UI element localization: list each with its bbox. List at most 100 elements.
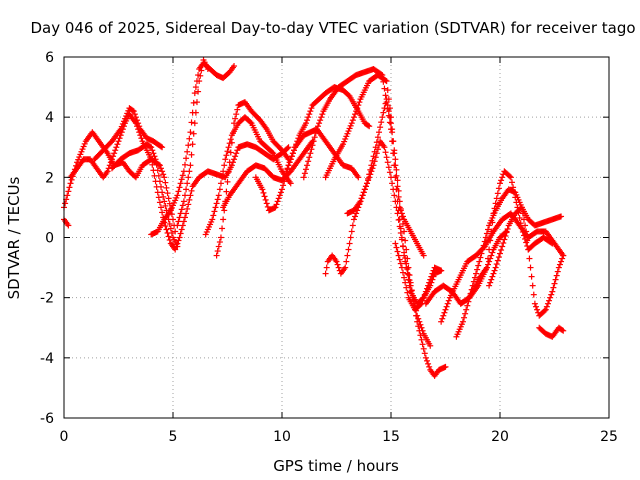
data-point	[382, 77, 389, 84]
data-point	[285, 162, 292, 169]
data-point	[385, 108, 392, 115]
data-point	[263, 200, 270, 207]
data-point	[215, 192, 222, 199]
data-point	[418, 336, 425, 343]
data-point	[384, 87, 391, 94]
data-point	[228, 139, 235, 146]
data-point	[385, 164, 392, 171]
data-point	[183, 210, 190, 217]
data-point	[349, 222, 356, 229]
data-point	[399, 243, 406, 250]
data-point	[494, 190, 501, 197]
data-point	[184, 205, 191, 212]
data-point	[353, 108, 360, 115]
data-point	[306, 111, 313, 118]
data-point	[310, 138, 317, 145]
data-point	[213, 200, 220, 207]
data-point	[210, 212, 217, 219]
data-point	[487, 237, 494, 244]
data-point	[342, 264, 349, 271]
data-point	[176, 184, 183, 191]
data-point	[220, 216, 227, 223]
data-point	[346, 125, 353, 132]
data-point	[428, 273, 435, 280]
data-point	[166, 200, 173, 207]
data-point	[274, 198, 281, 205]
data-point	[283, 168, 290, 175]
data-point	[269, 149, 276, 156]
data-point	[305, 114, 312, 121]
data-point	[106, 162, 113, 169]
data-point	[187, 162, 194, 169]
data-point	[158, 204, 165, 211]
data-point	[366, 123, 373, 130]
data-point	[376, 129, 383, 136]
data-point	[185, 142, 192, 149]
data-point	[163, 226, 170, 233]
data-point	[492, 200, 499, 207]
data-point	[383, 78, 390, 85]
data-point	[426, 363, 433, 370]
data-point	[136, 123, 143, 130]
data-point	[197, 72, 204, 79]
data-point	[289, 150, 296, 157]
data-point	[388, 120, 394, 127]
data-point	[233, 111, 240, 118]
data-point	[276, 192, 283, 199]
data-point	[225, 169, 232, 176]
data-point	[130, 108, 137, 115]
data-point	[348, 120, 355, 127]
data-point	[374, 134, 381, 141]
data-point	[213, 252, 220, 259]
data-point	[148, 144, 155, 151]
data-point	[388, 174, 394, 181]
data-point	[217, 234, 224, 241]
data-point	[549, 240, 556, 247]
data-point	[260, 189, 267, 196]
data-point	[301, 170, 308, 177]
data-point	[124, 110, 131, 117]
data-point	[187, 192, 194, 199]
data-point	[67, 180, 74, 187]
data-point	[64, 192, 71, 199]
data-point	[107, 159, 114, 166]
data-point	[231, 120, 238, 127]
data-point	[156, 178, 163, 185]
data-point	[159, 144, 166, 151]
data-point	[79, 146, 86, 153]
data-point	[348, 228, 355, 235]
data-point	[393, 166, 400, 173]
data-point	[404, 255, 411, 262]
data-point	[66, 184, 73, 191]
data-point	[421, 291, 428, 298]
data-point	[177, 230, 184, 237]
data-marks	[61, 57, 567, 379]
data-point	[347, 122, 354, 129]
data-point	[234, 147, 241, 154]
data-point	[403, 246, 410, 253]
data-point	[187, 129, 194, 136]
data-point	[281, 178, 288, 185]
data-point	[420, 345, 427, 352]
data-point	[174, 222, 181, 229]
data-point	[314, 123, 321, 130]
data-point	[181, 161, 188, 168]
data-point	[382, 149, 389, 156]
data-point	[212, 204, 219, 211]
data-point	[159, 209, 166, 216]
data-point	[370, 153, 377, 160]
data-point	[122, 115, 129, 122]
data-point	[158, 143, 165, 150]
data-point	[147, 143, 154, 150]
data-point	[402, 237, 409, 244]
data-point	[77, 151, 84, 158]
data-point	[159, 168, 166, 175]
data-point	[179, 172, 186, 179]
data-point	[368, 162, 375, 169]
data-point	[316, 120, 323, 127]
data-point	[262, 196, 269, 203]
data-point	[81, 140, 88, 147]
data-point	[365, 122, 372, 129]
data-point	[352, 111, 359, 118]
data-point	[186, 168, 193, 175]
